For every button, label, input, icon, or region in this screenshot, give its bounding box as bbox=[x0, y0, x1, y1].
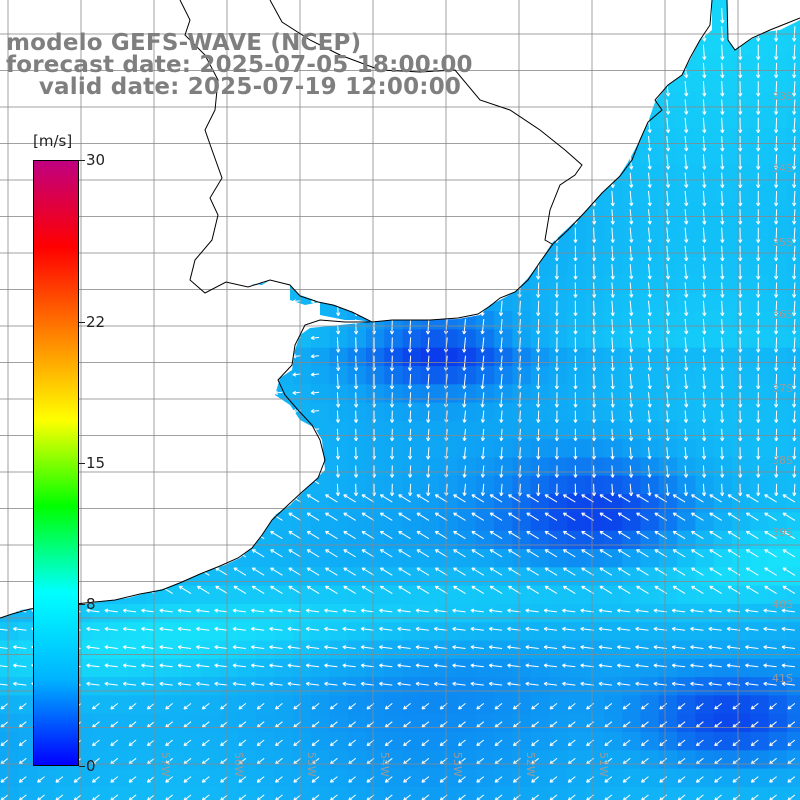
latitude-label: 37S bbox=[772, 382, 793, 395]
longitude-label: 56W bbox=[232, 752, 245, 777]
longitude-label: 54W bbox=[378, 752, 391, 777]
colorbar-tick-mark bbox=[79, 604, 85, 606]
title-valid-date: valid date: 2025-07-19 12:00:00 bbox=[6, 74, 462, 100]
longitude-label: 51W bbox=[597, 752, 610, 777]
title-forecast-date: forecast date: 2025-07-05 18:00:00 bbox=[6, 52, 473, 78]
longitude-labels: 57W 56W 55W 54W 53W 52W 51W bbox=[159, 752, 610, 777]
coastline bbox=[0, 0, 800, 619]
land-mass-east bbox=[727, 0, 800, 50]
longitude-label: 55W bbox=[305, 752, 318, 777]
colorbar bbox=[33, 160, 79, 766]
longitude-label: 53W bbox=[451, 752, 464, 777]
latitude-label: 39S bbox=[772, 526, 793, 539]
title-model: modelo GEFS-WAVE (NCEP) bbox=[6, 30, 362, 56]
latitude-label: 34S bbox=[772, 162, 793, 175]
colorbar-tick-label: 22 bbox=[86, 312, 106, 331]
inland-border bbox=[269, 0, 583, 245]
longitude-label: 57W bbox=[159, 752, 172, 777]
colorbar-unit: [m/s] bbox=[33, 132, 73, 150]
latitude-label: 40S bbox=[772, 598, 793, 611]
latitude-label: 41S bbox=[772, 672, 793, 685]
latitude-labels: 33S 34S 35S 36S 37S 38S 39S 40S 41S bbox=[772, 90, 793, 685]
colorbar-tick-label: 15 bbox=[86, 454, 106, 472]
latitude-label: 36S bbox=[772, 308, 793, 321]
land-mass bbox=[0, 0, 712, 618]
colorbar-tick-mark bbox=[79, 766, 85, 767]
latitude-label: 33S bbox=[772, 90, 793, 103]
longitude-label: 52W bbox=[524, 752, 537, 777]
colorbar-tick-mark bbox=[79, 321, 85, 323]
colorbar-tick-label: 0 bbox=[86, 757, 96, 775]
colorbar-tick-mark bbox=[79, 160, 85, 161]
colorbar-tick-label: 30 bbox=[86, 151, 106, 169]
latitude-label: 35S bbox=[772, 236, 793, 249]
latitude-label: 38S bbox=[772, 454, 793, 467]
colorbar-tick-label: 8 bbox=[86, 595, 96, 614]
colorbar-tick-mark bbox=[79, 463, 85, 464]
